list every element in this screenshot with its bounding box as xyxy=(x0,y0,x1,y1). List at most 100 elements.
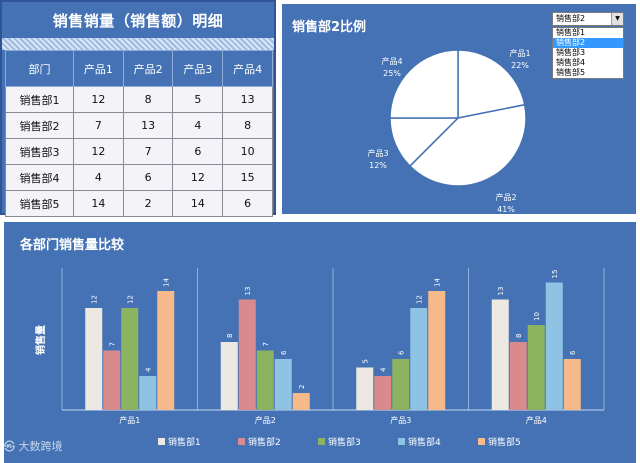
header-product4: 产品4 xyxy=(222,50,273,87)
bar xyxy=(85,308,103,410)
x-tick-label: 产品2 xyxy=(255,415,276,425)
dropdown-option[interactable]: 销售部3 xyxy=(556,48,586,57)
table-cell: 7 xyxy=(72,112,124,139)
table-row: 销售部4 4 6 12 15 xyxy=(5,164,273,191)
table-cell: 13 xyxy=(222,86,273,113)
bar-data-label: 12 xyxy=(415,295,423,304)
pie-slice-label: 产品4 xyxy=(381,56,402,66)
bar xyxy=(527,325,545,410)
bar-data-label: 7 xyxy=(262,342,270,346)
pie-slice xyxy=(457,49,526,119)
chevron-down-icon[interactable]: ▼ xyxy=(611,13,623,25)
bar-data-label: 8 xyxy=(226,334,234,338)
legend-label: 销售部2 xyxy=(248,436,281,448)
table-row: 销售部2 7 13 4 8 xyxy=(5,112,273,139)
table-cell: 4 xyxy=(172,112,224,139)
header-product3: 产品3 xyxy=(172,50,224,87)
bar xyxy=(563,359,581,410)
bar xyxy=(392,359,410,410)
y-axis-label: 销售量 xyxy=(34,325,47,355)
pie-slice xyxy=(389,49,459,119)
legend-swatch xyxy=(318,438,325,445)
bar xyxy=(274,359,292,410)
bar xyxy=(374,376,392,410)
dropdown-option[interactable]: 销售部5 xyxy=(556,68,586,77)
table-cell: 12 xyxy=(172,164,224,191)
table-cell: 销售部2 xyxy=(5,112,74,139)
table-cell: 8 xyxy=(222,112,273,139)
table-cell: 销售部1 xyxy=(5,86,74,113)
bar-data-label: 6 xyxy=(569,350,577,355)
bar xyxy=(428,291,446,410)
sales-detail-panel: 销售销量（销售额）明细 部门 产品1 产品2 产品3 产品4 销售部1 12 8… xyxy=(0,0,276,217)
table-cell: 2 xyxy=(122,190,174,217)
table-cell: 5 xyxy=(172,86,224,113)
legend-label: 销售部5 xyxy=(488,436,521,448)
legend-swatch xyxy=(478,438,485,445)
bar-data-label: 6 xyxy=(397,350,405,355)
dropdown-option[interactable]: 销售部1 xyxy=(556,28,586,37)
hatch-divider xyxy=(2,38,274,50)
bar xyxy=(220,342,238,410)
table-row: 销售部5 14 2 14 6 xyxy=(5,190,273,217)
bar-chart-panel: 各部门销售量比较 销售量 12 7 12 4 14 产品1 8 13 7 6 2 产品2 5 4 6 12 14 产… xyxy=(4,222,636,463)
bar-data-label: 2 xyxy=(298,385,306,389)
bar-data-label: 7 xyxy=(108,342,116,346)
bar xyxy=(139,376,157,410)
table-title: 销售销量（销售额）明细 xyxy=(52,11,224,30)
sales-table: 部门 产品1 产品2 产品3 产品4 销售部1 12 8 5 13 销售部2 7… xyxy=(5,50,273,217)
dropdown-option[interactable]: 销售部2 xyxy=(553,38,623,48)
table-cell: 4 xyxy=(72,164,124,191)
bar-data-label: 5 xyxy=(361,359,369,363)
header-product1: 产品1 xyxy=(72,50,124,87)
pie-slice-label: 产品2 xyxy=(495,192,516,202)
pie-chart: 产品1 22% 产品2 41% 产品3 12% 产品4 25% xyxy=(367,48,530,214)
table-cell: 销售部3 xyxy=(5,138,74,165)
bar-data-label: 14 xyxy=(162,278,170,287)
watermark-logo-icon: ㉿ xyxy=(4,440,15,453)
bar-chart-title: 各部门销售量比较 xyxy=(20,238,125,253)
x-tick-label: 产品1 xyxy=(119,415,140,425)
table-cell: 14 xyxy=(172,190,224,217)
table-cell: 6 xyxy=(122,164,174,191)
bar xyxy=(157,291,175,410)
bar-chart: 销售量 12 7 12 4 14 产品1 8 13 7 6 2 产品2 5 4 6 12 14 产品3 13 8 10 15… xyxy=(34,268,605,448)
bar-data-label: 12 xyxy=(126,295,134,304)
legend-label: 销售部3 xyxy=(328,436,361,448)
bar xyxy=(491,299,509,410)
bar xyxy=(356,367,374,410)
department-select[interactable]: 销售部2 ▼ xyxy=(552,12,624,26)
table-cell: 12 xyxy=(72,86,124,113)
header-product2: 产品2 xyxy=(122,50,174,87)
table-cell: 6 xyxy=(222,190,273,217)
watermark: ㉿ 大数跨境 xyxy=(4,438,63,454)
pie-slice xyxy=(408,103,527,187)
table-row: 销售部1 12 8 5 13 xyxy=(5,86,273,113)
bar-data-label: 10 xyxy=(533,312,541,321)
bar xyxy=(410,308,428,410)
pie-slice-percent: 22% xyxy=(511,61,529,70)
legend-label: 销售部1 xyxy=(168,436,201,448)
legend-swatch xyxy=(398,438,405,445)
bar-data-label: 4 xyxy=(379,367,387,372)
table-cell: 销售部4 xyxy=(5,164,74,191)
table-cell: 8 xyxy=(122,86,174,113)
bar xyxy=(256,350,274,410)
table-header-row: 部门 产品1 产品2 产品3 产品4 xyxy=(5,50,273,87)
bar xyxy=(103,350,121,410)
bar xyxy=(238,299,256,410)
bar-data-label: 4 xyxy=(144,367,152,372)
bar xyxy=(121,308,139,410)
bar xyxy=(292,393,310,410)
pie-slice-percent: 12% xyxy=(369,161,387,170)
table-cell: 销售部5 xyxy=(5,190,74,217)
dropdown-option[interactable]: 销售部4 xyxy=(556,58,586,67)
pie-chart-panel: 销售部2比例 产品1 22% 产品2 41% 产品3 12% 产品4 25% 销售部2 ▼ 销… xyxy=(282,4,636,214)
department-select-value: 销售部2 xyxy=(556,14,586,23)
bar-data-label: 14 xyxy=(433,278,441,287)
table-cell: 7 xyxy=(122,138,174,165)
pie-chart-title: 销售部2比例 xyxy=(292,20,367,35)
bar-data-label: 6 xyxy=(280,350,288,355)
legend-label: 销售部4 xyxy=(408,436,441,448)
table-cell: 14 xyxy=(72,190,124,217)
